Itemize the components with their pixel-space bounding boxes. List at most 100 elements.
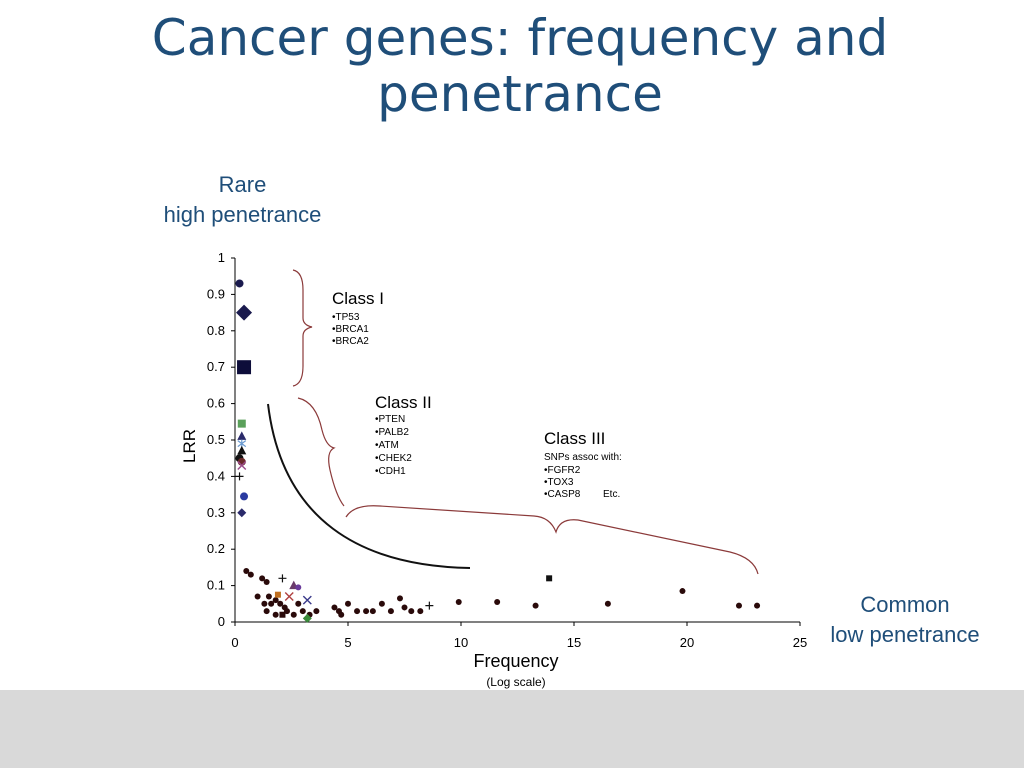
data-point-circle: [299, 608, 306, 615]
data-point-circle: [387, 608, 394, 615]
data-point-circle: [240, 492, 249, 501]
data-point-plus: [235, 472, 244, 481]
class-i-label: Class I: [332, 289, 384, 308]
data-point-circle: [417, 608, 424, 615]
class-ii-label: Class II: [375, 393, 432, 412]
data-point-circle: [369, 608, 376, 615]
class-i-item-3: •BRCA2: [332, 336, 369, 347]
y-tick-label: 0.6: [207, 396, 225, 411]
data-point-triangle: [237, 431, 247, 440]
frequency-penetrance-chart: 0 0.1 0.2 0.3 0.4 0.5 0.6 0.7 0.8 0.9 1 0 5 10 15 20 25…: [180, 250, 807, 689]
class-iii-label: Class III: [544, 429, 605, 448]
data-point-plus: [278, 574, 287, 583]
data-point-circle: [247, 571, 254, 578]
data-point-circle: [679, 588, 686, 595]
footer-bar: [0, 690, 1024, 768]
scatter-points: [235, 279, 761, 623]
data-point-x: [237, 460, 247, 470]
class-ii-item-5: •CDH1: [375, 466, 406, 477]
x-axis-sublabel: (Log scale): [486, 675, 545, 689]
class-ii-item-3: •ATM: [375, 440, 399, 451]
data-point-circle: [754, 602, 761, 609]
data-point-circle: [354, 608, 361, 615]
data-point-circle: [283, 608, 290, 615]
slide-title-line-2: penetrance: [377, 65, 663, 123]
data-point-circle: [277, 600, 284, 607]
x-tick-label: 5: [344, 635, 351, 650]
data-point-diamond: [237, 508, 247, 518]
data-point-circle: [313, 608, 320, 615]
chart-axes: [234, 258, 800, 623]
data-point-circle: [272, 597, 279, 604]
x-tick-label: 10: [454, 635, 468, 650]
class-ii-annotation: Class II •PTEN •PALB2 •ATM •CHEK2 •CDH1: [375, 393, 432, 477]
penetrance-curve: [267, 403, 471, 569]
common-note-line-2: low penetrance: [830, 622, 980, 647]
data-point-circle: [345, 600, 351, 607]
y-tick-label: 0.9: [207, 286, 225, 301]
y-tick-label: 0.8: [207, 323, 225, 338]
data-point-diamond: [236, 304, 253, 321]
y-axis-label: LRR: [180, 429, 199, 463]
x-tick-labels: 0 5 10 15 20 25: [231, 622, 807, 650]
data-point-circle: [396, 595, 403, 602]
y-tick-label: 0: [218, 614, 225, 629]
rare-high-penetrance-note: Rare high penetrance: [140, 170, 345, 230]
data-point-circle: [378, 600, 385, 607]
y-tick-labels: 0 0.1 0.2 0.3 0.4 0.5 0.6 0.7 0.8 0.9 1: [207, 250, 235, 629]
data-point-circle: [235, 279, 244, 288]
rare-note-line-2: high penetrance: [163, 202, 322, 227]
data-point-circle: [455, 598, 462, 605]
y-tick-label: 1: [218, 250, 225, 265]
data-point-circle: [268, 600, 275, 607]
data-point-square: [237, 360, 252, 375]
y-tick-label: 0.7: [207, 359, 225, 374]
data-point-x: [284, 592, 294, 602]
data-point-circle: [272, 611, 279, 618]
class-iii-item-2: •TOX3: [544, 477, 574, 488]
data-point-circle: [259, 575, 266, 582]
x-axis-label: Frequency: [473, 651, 558, 671]
class-ii-item-1: •PTEN: [375, 414, 405, 425]
x-tick-label: 25: [793, 635, 807, 650]
rare-note-line-1: Rare: [218, 172, 267, 197]
y-tick-label: 0.1: [207, 578, 225, 593]
data-point-circle: [261, 600, 268, 607]
class-i-annotation: Class I •TP53 •BRCA1 •BRCA2: [332, 289, 384, 347]
data-point-circle: [254, 593, 261, 600]
class-ii-item-2: •PALB2: [375, 427, 409, 438]
data-point-triangle: [237, 445, 247, 455]
data-point-circle: [263, 578, 270, 585]
data-point-diamond: [302, 613, 312, 623]
data-point-circle: [494, 598, 501, 605]
data-point-circle: [735, 602, 742, 609]
data-point-circle: [263, 608, 270, 615]
slide-title-line-1: Cancer genes: frequency and: [151, 9, 889, 67]
class-i-brace: [292, 269, 313, 387]
class-iii-item-1: •FGFR2: [544, 465, 581, 476]
common-note-line-1: Common: [860, 592, 950, 617]
data-point-square: [279, 611, 286, 618]
data-point-circle: [532, 602, 539, 609]
data-point-plus: [425, 601, 434, 610]
class-iii-extra: Etc.: [603, 489, 620, 500]
data-point-circle: [243, 568, 250, 575]
y-tick-label: 0.5: [207, 432, 225, 447]
class-iii-brace: [345, 505, 759, 575]
y-tick-label: 0.3: [207, 505, 225, 520]
data-point-circle: [290, 611, 297, 618]
x-tick-label: 20: [680, 635, 694, 650]
y-tick-label: 0.4: [207, 468, 225, 483]
data-point-square: [237, 419, 246, 428]
data-point-circle: [331, 604, 338, 611]
class-ii-item-4: •CHEK2: [375, 453, 412, 464]
y-tick-label: 0.2: [207, 541, 225, 556]
data-point-circle: [408, 608, 415, 615]
x-tick-label: 0: [231, 635, 238, 650]
data-point-circle: [295, 584, 302, 591]
class-iii-annotation: Class III SNPs assoc with: •FGFR2 •TOX3 …: [544, 429, 622, 500]
x-tick-label: 15: [567, 635, 581, 650]
data-point-x: [302, 595, 312, 605]
data-point-circle: [265, 593, 272, 600]
class-iii-item-3: •CASP8: [544, 489, 581, 500]
